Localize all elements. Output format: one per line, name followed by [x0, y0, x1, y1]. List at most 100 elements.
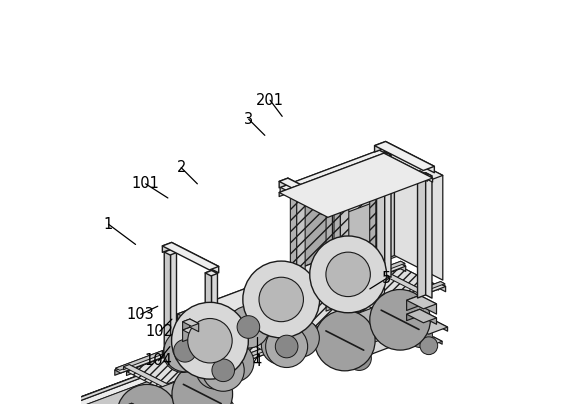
Polygon shape	[115, 397, 209, 404]
Polygon shape	[406, 295, 436, 309]
Circle shape	[215, 343, 254, 382]
Polygon shape	[418, 337, 434, 346]
Polygon shape	[326, 207, 332, 311]
Polygon shape	[290, 189, 297, 293]
Polygon shape	[63, 370, 153, 404]
Polygon shape	[344, 271, 353, 276]
Polygon shape	[281, 297, 286, 309]
Polygon shape	[348, 271, 353, 284]
Polygon shape	[376, 270, 383, 275]
Polygon shape	[205, 271, 217, 276]
Polygon shape	[178, 232, 396, 320]
Polygon shape	[58, 374, 213, 404]
Circle shape	[237, 316, 260, 338]
Polygon shape	[384, 151, 443, 179]
Polygon shape	[384, 314, 389, 318]
Polygon shape	[190, 319, 199, 332]
Circle shape	[326, 252, 370, 297]
Polygon shape	[384, 151, 395, 259]
Polygon shape	[121, 385, 229, 404]
Polygon shape	[340, 173, 349, 278]
Polygon shape	[170, 250, 177, 358]
Polygon shape	[280, 150, 387, 191]
Polygon shape	[381, 306, 419, 334]
Polygon shape	[389, 314, 426, 335]
Circle shape	[420, 337, 438, 355]
Circle shape	[378, 308, 402, 332]
Polygon shape	[191, 388, 228, 404]
Polygon shape	[179, 346, 220, 370]
Polygon shape	[151, 374, 213, 404]
Polygon shape	[406, 316, 448, 334]
Polygon shape	[334, 173, 340, 277]
Polygon shape	[123, 364, 129, 370]
Polygon shape	[418, 173, 432, 179]
Circle shape	[248, 302, 287, 341]
Polygon shape	[123, 364, 170, 388]
Polygon shape	[186, 388, 228, 404]
Polygon shape	[129, 364, 170, 388]
Polygon shape	[420, 171, 427, 181]
Polygon shape	[328, 337, 365, 358]
Polygon shape	[183, 319, 199, 326]
Circle shape	[164, 334, 202, 372]
Polygon shape	[401, 261, 405, 266]
Polygon shape	[375, 315, 400, 326]
Polygon shape	[406, 309, 436, 323]
Polygon shape	[440, 282, 445, 286]
Polygon shape	[171, 242, 218, 273]
Polygon shape	[328, 305, 381, 327]
Text: 1: 1	[104, 217, 113, 232]
Polygon shape	[178, 232, 417, 324]
Circle shape	[196, 350, 235, 389]
Circle shape	[275, 335, 298, 358]
Polygon shape	[183, 326, 203, 336]
Circle shape	[163, 396, 181, 404]
Polygon shape	[156, 282, 440, 391]
Text: 4: 4	[252, 354, 261, 369]
Polygon shape	[426, 316, 448, 331]
Polygon shape	[290, 189, 305, 196]
Text: 103: 103	[127, 307, 155, 322]
Polygon shape	[205, 338, 215, 342]
Circle shape	[172, 364, 233, 404]
Polygon shape	[323, 337, 365, 357]
Polygon shape	[164, 250, 177, 255]
Polygon shape	[396, 232, 417, 249]
Polygon shape	[375, 315, 391, 324]
Polygon shape	[440, 284, 445, 292]
Polygon shape	[279, 178, 288, 188]
Circle shape	[183, 326, 221, 365]
Polygon shape	[58, 371, 151, 404]
Polygon shape	[327, 288, 333, 293]
Polygon shape	[156, 282, 445, 391]
Polygon shape	[228, 328, 269, 351]
Polygon shape	[202, 332, 242, 361]
Polygon shape	[344, 271, 348, 282]
Circle shape	[212, 359, 234, 382]
Polygon shape	[182, 244, 413, 332]
Polygon shape	[275, 308, 321, 331]
Polygon shape	[383, 311, 427, 338]
Polygon shape	[115, 261, 401, 370]
Polygon shape	[183, 319, 190, 330]
Circle shape	[408, 323, 432, 347]
Circle shape	[261, 326, 300, 364]
Polygon shape	[376, 191, 384, 297]
Polygon shape	[132, 403, 148, 404]
Polygon shape	[206, 397, 209, 402]
Circle shape	[228, 306, 269, 348]
Polygon shape	[400, 244, 413, 256]
Polygon shape	[381, 305, 417, 325]
Polygon shape	[418, 337, 442, 347]
Polygon shape	[185, 385, 229, 404]
Text: 2: 2	[177, 160, 186, 175]
Polygon shape	[164, 250, 170, 357]
Polygon shape	[171, 348, 218, 378]
Polygon shape	[182, 244, 400, 331]
Polygon shape	[178, 332, 202, 350]
Polygon shape	[333, 288, 374, 312]
Polygon shape	[279, 178, 337, 206]
Text: 201: 201	[256, 93, 284, 108]
Circle shape	[378, 315, 395, 333]
